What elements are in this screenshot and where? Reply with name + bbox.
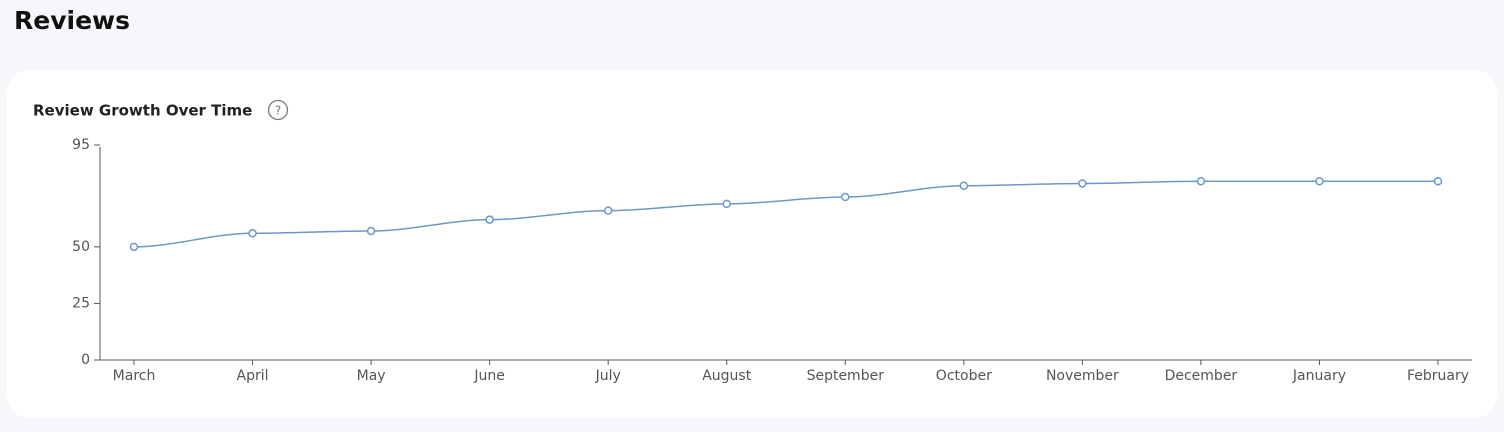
point	[1433, 176, 1443, 186]
page-title: Reviews	[14, 6, 130, 35]
point	[722, 199, 731, 209]
point	[1315, 176, 1324, 186]
card	[7, 70, 1497, 418]
x-tick-label: February	[1407, 368, 1469, 384]
point	[485, 215, 494, 224]
x-tick-label: October	[936, 368, 992, 384]
help-circle[interactable]	[267, 99, 289, 121]
series-line	[133, 180, 1439, 248]
x-tick-label: August	[702, 368, 752, 384]
help-mark[interactable]: ?	[275, 104, 281, 118]
y-tick-label: 25	[72, 295, 90, 311]
point	[959, 181, 969, 190]
y-tick-label: 50	[72, 239, 90, 255]
x-tick-label: September	[807, 368, 885, 384]
point	[841, 192, 850, 202]
y-tick-label: 95	[72, 137, 90, 153]
x-tick-label: June	[473, 368, 505, 384]
point	[603, 206, 613, 215]
point	[1078, 179, 1087, 188]
x-tick-label: April	[237, 368, 269, 384]
chart-title: Review Growth Over Time	[33, 102, 252, 120]
x-tick-label: December	[1165, 368, 1238, 384]
point	[248, 229, 257, 238]
y-tick-label: 0	[81, 352, 90, 368]
x-tick-label: March	[113, 368, 156, 384]
x-tick-label: May	[357, 368, 386, 384]
point	[129, 242, 139, 252]
point	[1196, 176, 1206, 186]
x-tick-label: November	[1046, 368, 1119, 384]
help-icon[interactable]: ?	[267, 99, 289, 121]
point	[366, 226, 376, 236]
x-tick-label: July	[595, 368, 621, 384]
x-tick-label: January	[1292, 368, 1346, 384]
